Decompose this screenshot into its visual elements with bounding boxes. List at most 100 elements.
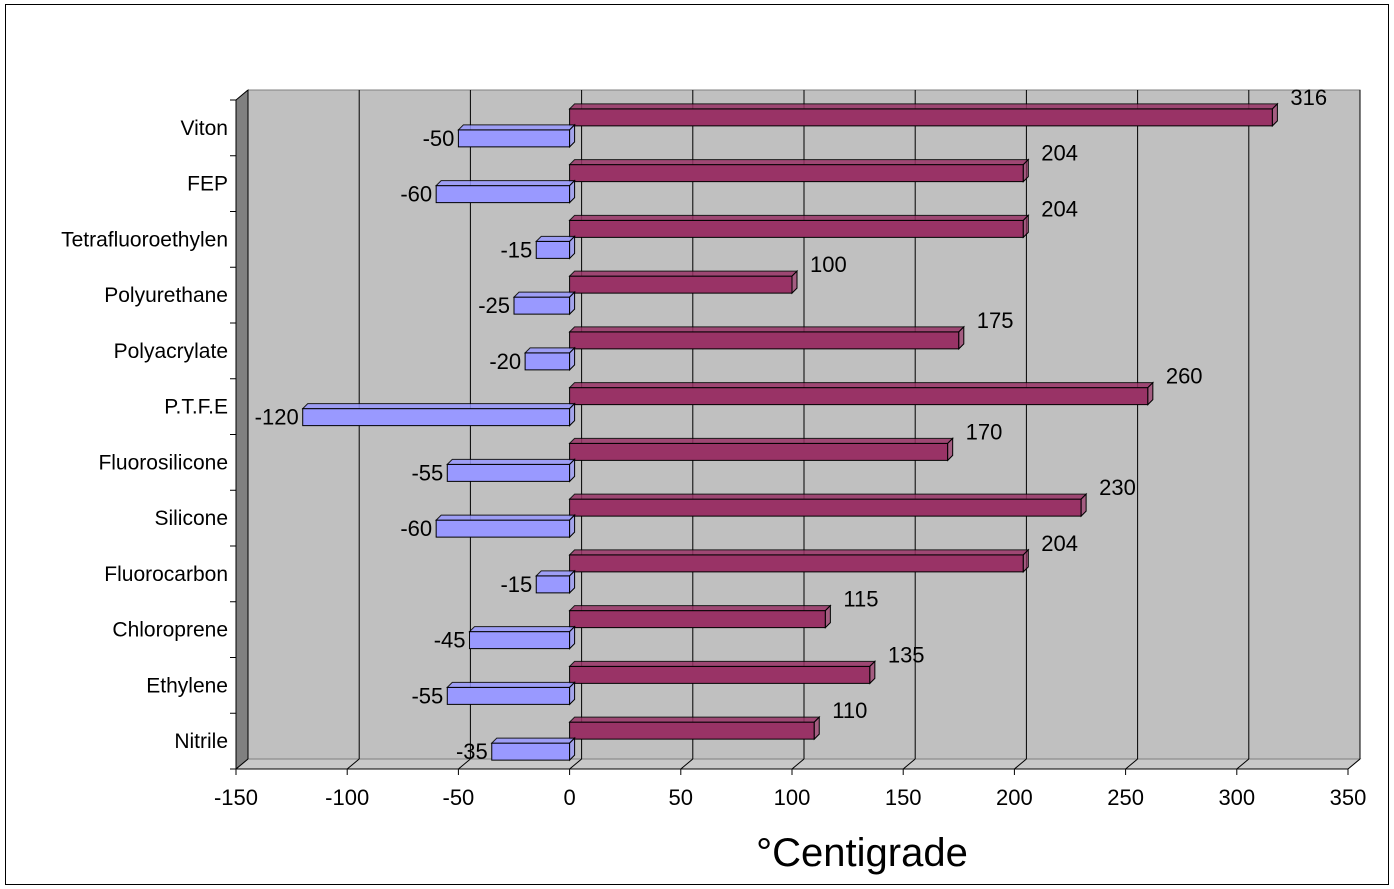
data-label-max: 316 [1290, 85, 1327, 110]
x-tick-label: 200 [996, 785, 1033, 810]
gridline-floor [569, 758, 582, 770]
bar-side [824, 604, 831, 629]
data-label-min: -20 [489, 349, 521, 374]
bar-max-polyacrylate [568, 325, 966, 351]
data-label-min: -25 [478, 293, 510, 318]
gridline-floor [458, 758, 471, 770]
bar-front [569, 164, 1024, 183]
category-label-viton: Viton [181, 117, 229, 140]
bar-top [535, 235, 576, 242]
bar-top [568, 549, 1030, 556]
bar-front [569, 554, 1024, 573]
bar-side [791, 269, 798, 295]
bar-max-fluorosilicone [568, 437, 954, 462]
data-label-min: -55 [411, 460, 443, 485]
x-axis-title: °Centigrade [756, 831, 968, 875]
bar-top [568, 716, 821, 723]
bar-top [523, 347, 576, 354]
y-axis-labels: Viton FEP Tetrafluoroethylen Polyurethane Po… [61, 99, 236, 770]
x-tick-label: 100 [774, 785, 811, 810]
gridline-floor [680, 758, 694, 770]
gridline-floor [235, 758, 249, 770]
bar-side [569, 458, 576, 483]
bar-top [568, 437, 954, 444]
category-label-tetrafluoroethylen: Tetrafluoroethylen [61, 228, 228, 251]
bar-top [568, 103, 1279, 110]
bar-min-polyurethane [512, 290, 576, 316]
x-tick-label: 250 [1107, 785, 1144, 810]
bar-side [1022, 548, 1029, 574]
gridline-floor [1125, 758, 1138, 770]
x-tick-label: 350 [1330, 785, 1367, 810]
bar-min-nitrile [490, 736, 576, 762]
x-tick-label: -50 [443, 785, 475, 810]
bar-front [524, 352, 571, 371]
category-label-silicone: Silicone [154, 507, 228, 530]
bar-side [569, 625, 576, 650]
bar-front [569, 721, 815, 740]
bar-min-polyacrylate [523, 346, 576, 372]
data-label-max: 260 [1166, 364, 1203, 389]
gridline-floor [902, 758, 916, 770]
bar-top [512, 291, 576, 298]
bar-front [446, 686, 571, 705]
bar-front [569, 610, 826, 629]
bar-side [958, 325, 965, 351]
bar-front [491, 742, 571, 761]
bar-front [569, 387, 1149, 406]
bar-min-viton [457, 123, 576, 149]
data-label-min: -35 [456, 739, 488, 764]
bar-max-chloroprene [568, 604, 832, 629]
bar-side [569, 235, 576, 260]
bar-max-ethylene [568, 660, 877, 685]
data-label-max: 204 [1041, 196, 1078, 221]
bar-max-nitrile [568, 715, 821, 741]
bar-top [568, 493, 1088, 500]
data-label-min: -45 [434, 628, 466, 653]
x-tick-label: 0 [563, 785, 575, 810]
bar-front [569, 108, 1273, 127]
bar-max-silicone [568, 492, 1088, 518]
data-label-max: 230 [1099, 475, 1136, 500]
data-label-min: -55 [411, 683, 443, 708]
bar-max-polyurethane [568, 269, 799, 295]
bar-top [446, 458, 576, 465]
bar-side [569, 346, 576, 372]
category-label-polyacrylate: Polyacrylate [114, 340, 228, 363]
bar-front [569, 331, 960, 350]
plot-side-wall [235, 88, 249, 771]
bar-side [569, 681, 576, 706]
gridline-floor [346, 758, 360, 770]
category-label-fluorosilicone: Fluorosilicone [98, 451, 228, 474]
bar-top [568, 326, 966, 333]
bar-top [301, 403, 576, 410]
bar-top [568, 159, 1030, 166]
bar-side [569, 402, 576, 427]
data-label-max: 115 [843, 587, 878, 612]
bar-front [569, 275, 793, 294]
x-tick-label: 300 [1218, 785, 1255, 810]
bar-min-silicone [434, 513, 576, 539]
bar-min-fluorocarbon [535, 569, 576, 595]
data-label-max: 100 [810, 252, 847, 277]
bar-top [468, 626, 576, 633]
bar-side [569, 513, 576, 539]
data-labels: 316 -50 204 -60 204 -15 100 -25 175 -20 260 -120 170… [255, 85, 1327, 764]
bar-side [1022, 214, 1029, 239]
gridline-floor [1347, 758, 1361, 770]
x-tick-label: -150 [214, 785, 258, 810]
bar-side [1022, 158, 1029, 183]
bar-front [513, 296, 571, 315]
category-label-fep: FEP [187, 173, 228, 196]
bar-side [569, 290, 576, 316]
data-label-min: -60 [400, 516, 432, 541]
data-label-min: -50 [423, 126, 455, 151]
bar-max-tetrafluoroethylen [568, 214, 1030, 239]
bar-min-fep [434, 179, 576, 204]
bar-front [569, 665, 871, 684]
bar-front [535, 240, 571, 259]
bar-max-fep [568, 158, 1030, 183]
bar-side [1147, 381, 1154, 406]
bar-front [302, 408, 571, 427]
bar-side [1080, 492, 1087, 518]
